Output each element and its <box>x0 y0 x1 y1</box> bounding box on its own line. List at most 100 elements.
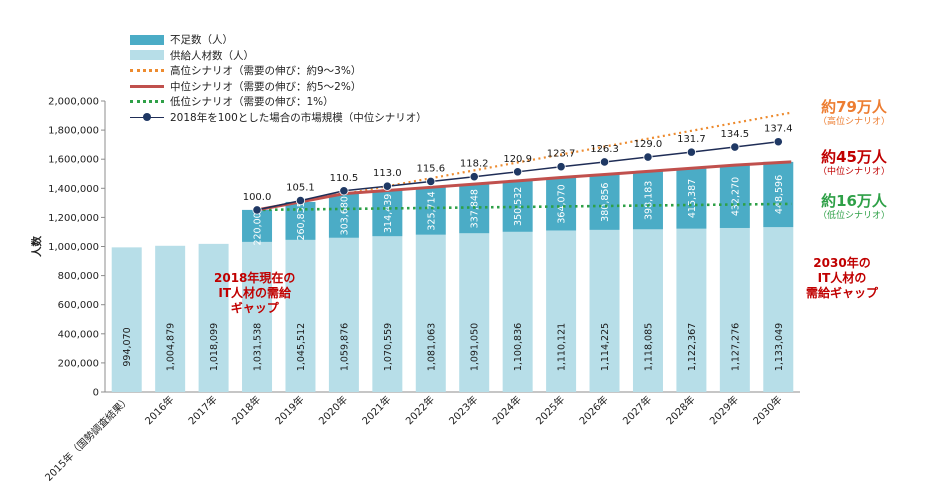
bar-supply-label: 1,059,876 <box>339 323 350 371</box>
bar-shortage <box>372 190 403 237</box>
y-tick-label: 1,800,000 <box>48 126 99 137</box>
y-tick-label: 2,000,000 <box>48 97 99 108</box>
bar-supply-label: 1,100,836 <box>513 323 524 371</box>
x-tick-label: 2016年 <box>142 393 176 427</box>
bar-supply <box>328 237 359 392</box>
bar-shortage-label: 364,070 <box>557 184 568 223</box>
bar-supply <box>676 228 707 392</box>
bar-supply-label: 1,081,063 <box>426 323 437 371</box>
legend-item-high: 高位シナリオ（需要の伸び：約9～3%） <box>130 63 427 79</box>
bar-shortage <box>589 174 620 230</box>
legend-label-mid: 中位シナリオ（需要の伸び：約5～2%） <box>170 80 362 93</box>
annotation-gap-2018-line1: 2018年現在の <box>214 271 296 285</box>
legend-label-high: 高位シナリオ（需要の伸び：約9～3%） <box>170 65 362 78</box>
market-size-label: 126.3 <box>590 144 619 155</box>
bar-supply-label: 1,133,049 <box>774 323 785 371</box>
x-tick-label: 2020年 <box>316 393 350 427</box>
x-tick-label: 2019年 <box>272 393 306 427</box>
market-size-label: 137.4 <box>764 124 793 135</box>
market-size-point <box>686 147 697 157</box>
market-size-point <box>426 176 436 187</box>
bar-shortage <box>632 171 663 230</box>
y-tick-label: 400,000 <box>58 329 99 340</box>
legend-item-low: 低位シナリオ（需要の伸び：1%） <box>130 94 427 110</box>
bar-supply <box>372 236 403 392</box>
legend-swatch-market <box>130 112 164 121</box>
market-size-point <box>252 205 262 215</box>
market-size-label: 120.9 <box>503 154 532 165</box>
annotation-gap-2018: 2018年現在の IT人材の需給 ギャップ <box>214 271 295 316</box>
legend-label-supply: 供給人材数（人） <box>170 49 254 62</box>
bar-supply <box>632 229 663 392</box>
line-high-scenario <box>256 111 792 211</box>
bar-shortage-label: 314,439 <box>383 194 394 233</box>
annotation-gap-2030: 2030年の IT人材の 需給ギャップ <box>806 256 878 301</box>
market-size-point <box>382 181 392 191</box>
x-tick-label: 2030年 <box>750 393 784 427</box>
bar-supply-label: 1,070,559 <box>383 323 394 371</box>
x-tick-label: 2028年 <box>663 393 697 427</box>
market-size-label: 134.5 <box>721 129 750 140</box>
market-size-point <box>773 137 783 147</box>
y-tick-label: 800,000 <box>58 271 99 282</box>
bar-supply-label: 1,045,512 <box>296 323 307 371</box>
bar-shortage-label: 220,000 <box>253 206 264 245</box>
legend-swatch-mid <box>130 84 164 88</box>
x-tick-label: 2026年 <box>576 393 610 427</box>
y-tick-label: 200,000 <box>58 358 99 369</box>
y-axis-title: 人数 <box>30 236 43 257</box>
bar-shortage <box>719 165 750 228</box>
legend-swatch-shortage <box>130 34 164 45</box>
market-size-label: 123.7 <box>547 149 576 160</box>
y-tick-label: 1,600,000 <box>48 155 99 166</box>
x-tick-label: 2027年 <box>620 393 654 427</box>
bar-supply <box>198 243 229 392</box>
bar-supply-label: 1,018,099 <box>209 323 220 371</box>
y-tick-label: 1,200,000 <box>48 213 99 224</box>
x-tick-label: 2022年 <box>403 393 437 427</box>
bar-shortage-label: 398,183 <box>643 181 654 220</box>
annotation-low: 約16万人 （低位シナリオ） <box>818 192 890 222</box>
legend-item-shortage: 不足数（人） <box>130 32 427 48</box>
x-tick-label: 2021年 <box>359 393 393 427</box>
bar-supply <box>719 227 750 392</box>
legend-label-market: 2018年を100とした場合の市場規模（中位シナリオ） <box>170 111 427 124</box>
annotation-high-value: 約79万人 <box>821 98 887 116</box>
annotation-gap-2030-line1: 2030年の <box>813 256 871 270</box>
bar-shortage-label: 380,856 <box>600 183 611 222</box>
annotation-high-note: （高位シナリオ） <box>818 117 891 127</box>
bar-shortage-label: 350,532 <box>513 187 524 226</box>
bar-shortage-label: 432,270 <box>730 177 741 216</box>
bar-supply-label: 1,118,085 <box>643 323 654 371</box>
annotation-mid: 約45万人 （中位シナリオ） <box>818 148 890 178</box>
bar-shortage <box>242 209 273 242</box>
bar-supply <box>242 241 273 392</box>
bar-shortage <box>546 177 577 231</box>
y-tick-label: 600,000 <box>58 300 99 311</box>
bar-supply <box>459 233 490 392</box>
bar-supply <box>111 247 142 392</box>
market-size-point <box>599 157 610 167</box>
legend-label-shortage: 不足数（人） <box>170 34 233 47</box>
market-size-label: 113.0 <box>373 168 402 179</box>
market-size-label: 118.2 <box>460 159 489 170</box>
bar-supply-label: 1,031,538 <box>253 323 264 371</box>
legend-swatch-supply <box>130 50 164 61</box>
market-size-point <box>295 196 306 206</box>
annotation-mid-note: （中位シナリオ） <box>818 167 891 177</box>
market-size-point <box>643 152 653 162</box>
market-size-point <box>556 162 566 172</box>
bar-shortage-label: 325,714 <box>426 191 437 230</box>
y-tick-label: 0 <box>93 388 99 399</box>
legend-item-mid: 中位シナリオ（需要の伸び：約5～2%） <box>130 79 427 95</box>
market-size-label: 100.0 <box>243 192 272 203</box>
annotation-mid-value: 約45万人 <box>821 148 887 166</box>
market-size-point <box>339 186 349 196</box>
bar-shortage-label: 448,596 <box>774 175 785 214</box>
market-size-point <box>513 167 523 177</box>
annotation-gap-2018-line3: ギャップ <box>230 301 279 315</box>
annotation-gap-2030-line3: 需給ギャップ <box>806 286 879 300</box>
annotation-high: 約79万人 （高位シナリオ） <box>818 98 890 128</box>
x-tick-label: 2025年 <box>533 393 567 427</box>
